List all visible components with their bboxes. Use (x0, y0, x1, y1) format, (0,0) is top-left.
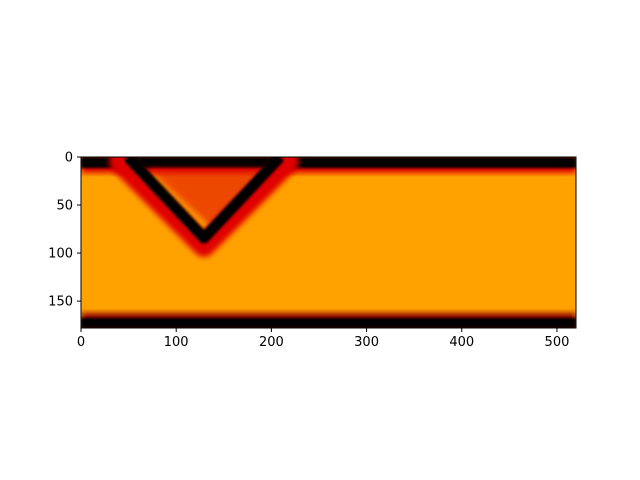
top-band-core (81, 157, 576, 168)
x-tick-label: 300 (354, 335, 379, 350)
x-tick-label: 200 (259, 335, 284, 350)
x-tick-label: 100 (164, 335, 189, 350)
v-ridge-glow (109, 157, 299, 257)
bottom-band-core (81, 318, 576, 328)
x-axis: 0 100 200 300 400 500 (77, 328, 570, 350)
heatmap-field (81, 157, 576, 328)
x-tick-label: 0 (77, 335, 85, 350)
x-tick-label: 400 (449, 335, 474, 350)
y-tick-label: 50 (56, 199, 73, 214)
y-axis: 0 50 100 150 (48, 151, 81, 310)
heatmap-image (81, 157, 576, 328)
triangle-tint (147, 168, 278, 228)
x-tick-label: 500 (545, 335, 570, 350)
y-tick-label: 150 (48, 295, 73, 310)
y-tick-label: 100 (48, 247, 73, 262)
plot-frame (80, 156, 577, 329)
v-ridge-dark (123, 157, 285, 244)
y-tick-label: 0 (65, 151, 73, 166)
